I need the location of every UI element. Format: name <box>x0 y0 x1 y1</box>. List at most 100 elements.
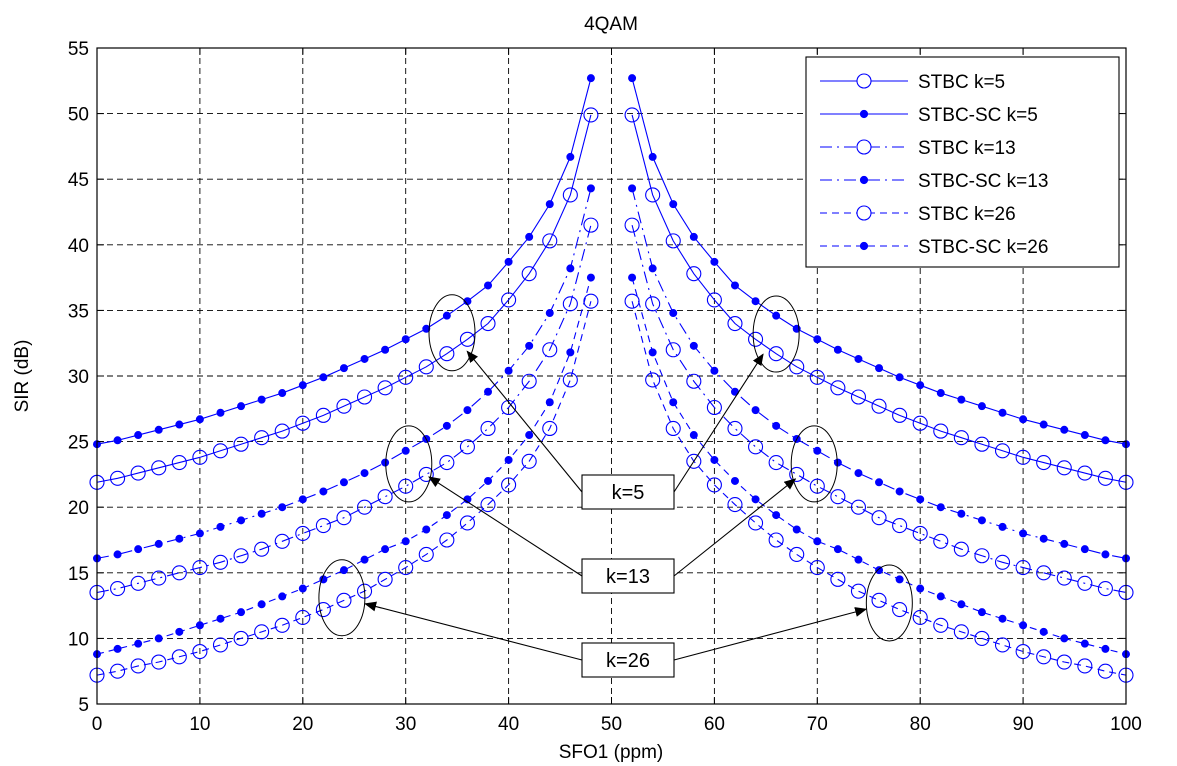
data-point <box>278 389 287 398</box>
data-point <box>110 470 126 486</box>
data-point <box>689 341 698 350</box>
data-point <box>254 624 270 640</box>
data-point <box>398 478 414 494</box>
series-stbc-k-26 <box>89 293 1134 683</box>
data-point <box>953 624 969 640</box>
series-stbc-sc-k-5 <box>93 74 1131 449</box>
series-line <box>631 224 1127 594</box>
data-point <box>377 489 393 505</box>
data-point <box>648 348 657 357</box>
data-point <box>850 389 867 405</box>
data-point <box>542 233 558 249</box>
data-point <box>895 575 904 584</box>
data-point <box>195 415 204 424</box>
data-point <box>521 453 537 469</box>
data-point <box>957 600 966 609</box>
data-point <box>977 516 986 525</box>
series-group <box>89 74 1134 683</box>
data-point <box>936 503 945 512</box>
data-point <box>298 381 307 390</box>
legend-label: STBC k=5 <box>918 72 1005 93</box>
data-point <box>936 592 945 601</box>
data-point <box>175 534 184 543</box>
data-point <box>871 592 887 608</box>
data-point <box>257 395 266 404</box>
data-point <box>525 431 534 440</box>
data-point <box>439 455 455 471</box>
data-point <box>895 373 904 382</box>
legend-item: STBC k=26 <box>820 204 1016 225</box>
annotation-arrow <box>673 353 764 493</box>
data-point <box>192 643 208 660</box>
data-point <box>768 346 784 362</box>
data-point <box>583 217 599 233</box>
data-point <box>212 637 229 653</box>
data-point <box>645 296 661 312</box>
data-point <box>484 476 493 485</box>
data-point <box>628 74 637 83</box>
data-point <box>813 335 822 344</box>
data-point <box>480 420 496 437</box>
data-point <box>1077 658 1093 674</box>
data-point <box>381 458 390 467</box>
data-point <box>175 627 184 636</box>
data-point <box>953 430 969 446</box>
data-point <box>792 525 801 534</box>
data-point <box>130 575 146 591</box>
x-tick-label: 50 <box>601 714 622 735</box>
data-point <box>315 407 331 423</box>
highlight-ellipse <box>385 425 433 503</box>
data-point <box>875 364 884 373</box>
data-point <box>274 617 290 633</box>
data-point <box>1019 621 1028 630</box>
data-point <box>257 509 266 518</box>
data-point <box>360 354 369 363</box>
data-point <box>254 541 270 557</box>
data-point <box>422 525 431 534</box>
data-point <box>912 415 928 431</box>
data-point <box>254 430 270 446</box>
data-point <box>624 107 640 123</box>
data-point <box>501 292 517 308</box>
data-point <box>1080 639 1089 648</box>
series-stbc-sc-k-13 <box>93 184 1131 563</box>
data-point <box>192 560 208 576</box>
data-point <box>912 609 928 625</box>
data-point <box>809 369 825 385</box>
series-line <box>96 301 592 676</box>
legend-label: STBC k=26 <box>918 204 1016 225</box>
data-point <box>916 584 925 593</box>
data-point <box>545 398 554 407</box>
data-point <box>298 584 307 593</box>
data-point <box>994 637 1011 653</box>
data-point <box>439 532 455 548</box>
x-tick-label: 20 <box>292 714 313 735</box>
data-point <box>339 478 348 487</box>
y-tick-label: 30 <box>68 367 89 388</box>
annotation-box <box>581 558 675 594</box>
highlight-ellipse <box>790 425 838 503</box>
annotation-arrow <box>673 607 868 661</box>
data-point <box>669 200 678 209</box>
data-point <box>710 257 719 266</box>
data-point <box>1060 539 1069 548</box>
data-point <box>850 499 867 515</box>
data-point <box>689 232 698 241</box>
series-line <box>96 114 592 483</box>
data-point <box>339 566 348 575</box>
data-point <box>998 522 1007 531</box>
data-point <box>933 533 949 549</box>
data-point <box>727 420 743 437</box>
data-point <box>751 406 760 415</box>
data-point <box>686 266 702 282</box>
data-point <box>566 348 575 357</box>
data-point <box>463 406 472 415</box>
data-point <box>319 487 328 496</box>
data-point <box>298 495 307 504</box>
annotation-arrow <box>428 476 583 577</box>
data-point <box>833 345 842 354</box>
data-point <box>748 515 764 531</box>
data-point <box>1077 465 1093 481</box>
x-tick-label: 70 <box>807 714 828 735</box>
data-point <box>110 580 126 597</box>
